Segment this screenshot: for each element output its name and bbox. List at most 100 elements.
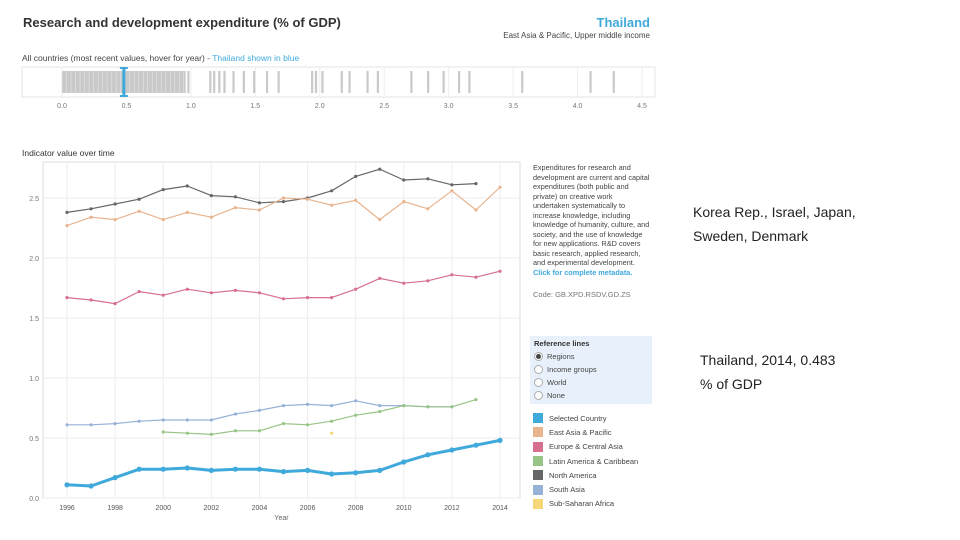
data-point-north-america <box>209 194 213 198</box>
data-point-east-asia-pacific <box>113 218 117 222</box>
x-tick-label: 2008 <box>348 505 364 512</box>
radio-button[interactable] <box>534 365 543 374</box>
reference-option-none[interactable]: None <box>534 389 648 402</box>
strip-bar <box>314 71 318 93</box>
data-point-latin-america-caribbean <box>233 429 237 433</box>
reference-lines-panel: Reference lines Regions Income groups Worl… <box>530 336 652 404</box>
legend-item[interactable]: Selected Country <box>533 411 638 425</box>
strip-label-text: All countries (most recent values, hover… <box>22 53 213 63</box>
legend-swatch <box>533 441 543 452</box>
data-point-north-america <box>426 177 430 181</box>
data-point-north-america <box>281 200 286 204</box>
legend-item[interactable]: Europe & Central Asia <box>533 440 638 454</box>
reference-option-label: Regions <box>547 352 575 361</box>
strip-bar <box>348 71 351 93</box>
legend-label: East Asia & Pacific <box>549 427 612 437</box>
reference-option-label: Income groups <box>547 365 597 374</box>
data-point-selected-country <box>184 465 190 471</box>
data-point-north-america <box>450 183 454 187</box>
data-point-selected-country <box>329 471 335 477</box>
y-tick-label: 0.0 <box>29 496 39 503</box>
line-chart[interactable]: 0.0 0.5 1.0 1.5 2.0 2.5 1996 1998 2000 2002 2004 20… <box>0 150 528 530</box>
data-point-selected-country <box>208 467 214 473</box>
reference-option-income-groups[interactable]: Income groups <box>534 363 648 376</box>
data-point-europe-central-asia <box>498 269 502 273</box>
data-point-europe-central-asia <box>137 290 141 294</box>
data-point-east-asia-pacific <box>281 196 286 200</box>
metadata-link[interactable]: Click for complete metadata. <box>533 267 633 277</box>
data-point-europe-central-asia <box>474 275 478 279</box>
data-point-europe-central-asia <box>209 291 213 295</box>
legend-label: Selected Country <box>549 413 607 423</box>
reference-option-label: None <box>547 391 565 400</box>
data-point-selected-country <box>136 466 142 472</box>
legend-item[interactable]: East Asia & Pacific <box>533 425 638 439</box>
reference-option-label: World <box>547 378 567 387</box>
data-point-east-asia-pacific <box>402 200 406 204</box>
strip-bar <box>410 71 413 93</box>
strip-bar <box>340 71 343 93</box>
data-point-europe-central-asia <box>161 293 165 297</box>
data-point-south-asia <box>113 422 117 426</box>
reference-option-world[interactable]: World <box>534 376 648 389</box>
strip-bar <box>468 71 471 93</box>
reference-option-regions[interactable]: Regions <box>534 350 648 363</box>
x-tick-label: 1998 <box>107 505 123 512</box>
country-strip-chart[interactable]: 0.0 0.5 1.0 1.5 2.0 2.5 3.0 3.5 4.0 4.5 <box>0 60 670 115</box>
legend-swatch <box>533 498 543 509</box>
legend-item[interactable]: North America <box>533 468 638 482</box>
data-point-latin-america-caribbean <box>474 398 478 402</box>
data-point-south-asia <box>354 399 358 403</box>
data-point-north-america <box>233 195 237 199</box>
legend-swatch <box>533 427 543 438</box>
data-point-latin-america-caribbean <box>354 413 358 417</box>
strip-highlight-cap <box>119 67 128 69</box>
data-point-south-asia <box>65 423 69 427</box>
strip-bar <box>223 71 226 93</box>
strip-highlight-text: Thailand shown in blue <box>212 53 300 63</box>
data-point-south-asia <box>89 423 93 427</box>
data-point-east-asia-pacific <box>65 224 69 228</box>
strip-highlight-bar <box>122 68 126 96</box>
data-point-south-asia <box>209 418 213 422</box>
data-point-north-america <box>65 210 69 214</box>
reference-lines-title: Reference lines <box>534 339 590 348</box>
radio-button[interactable] <box>534 378 543 387</box>
data-point-europe-central-asia <box>354 287 358 291</box>
strip-bar <box>218 71 221 93</box>
data-point-selected-country <box>425 452 431 458</box>
data-point-latin-america-caribbean <box>378 410 382 414</box>
data-point-north-america <box>474 182 478 186</box>
y-tick-label: 1.0 <box>29 376 39 383</box>
data-point-selected-country <box>280 469 287 475</box>
y-tick-label: 0.5 <box>29 436 39 443</box>
country-name[interactable]: Thailand <box>596 15 650 30</box>
strip-bar <box>265 71 269 93</box>
data-point-east-asia-pacific <box>161 218 165 222</box>
data-point-east-asia-pacific <box>330 203 334 207</box>
strip-tick-label: 0.0 <box>57 103 67 110</box>
data-point-sub-saharan-africa <box>330 431 334 435</box>
data-point-europe-central-asia <box>305 296 310 300</box>
data-point-latin-america-caribbean <box>209 432 213 436</box>
data-point-selected-country <box>377 467 383 473</box>
legend-item[interactable]: South Asia <box>533 482 638 496</box>
legend-label: Sub-Saharan Africa <box>549 499 615 509</box>
radio-button[interactable] <box>534 352 543 361</box>
data-point-east-asia-pacific <box>257 208 262 212</box>
strip-tick-label: 1.5 <box>250 103 260 110</box>
legend-item[interactable]: Latin America & Caribbean <box>533 454 638 468</box>
data-point-north-america <box>113 202 117 206</box>
strip-bar <box>427 71 430 93</box>
strip-tick-label: 2.0 <box>315 103 325 110</box>
series-line-north-america <box>66 168 476 213</box>
country-region: East Asia & Pacific, Upper middle income <box>503 31 650 40</box>
data-point-latin-america-caribbean <box>281 422 286 426</box>
strip-label: All countries (most recent values, hover… <box>22 53 299 63</box>
strip-tick-label: 4.5 <box>637 103 647 110</box>
radio-button[interactable] <box>534 391 543 400</box>
data-point-east-asia-pacific <box>426 207 430 211</box>
legend-item[interactable]: Sub-Saharan Africa <box>533 497 638 511</box>
data-point-south-asia <box>233 412 237 416</box>
data-point-europe-central-asia <box>65 296 69 300</box>
